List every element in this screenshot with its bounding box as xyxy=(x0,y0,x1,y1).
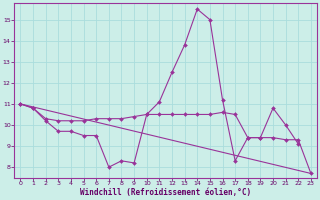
X-axis label: Windchill (Refroidissement éolien,°C): Windchill (Refroidissement éolien,°C) xyxy=(80,188,251,197)
